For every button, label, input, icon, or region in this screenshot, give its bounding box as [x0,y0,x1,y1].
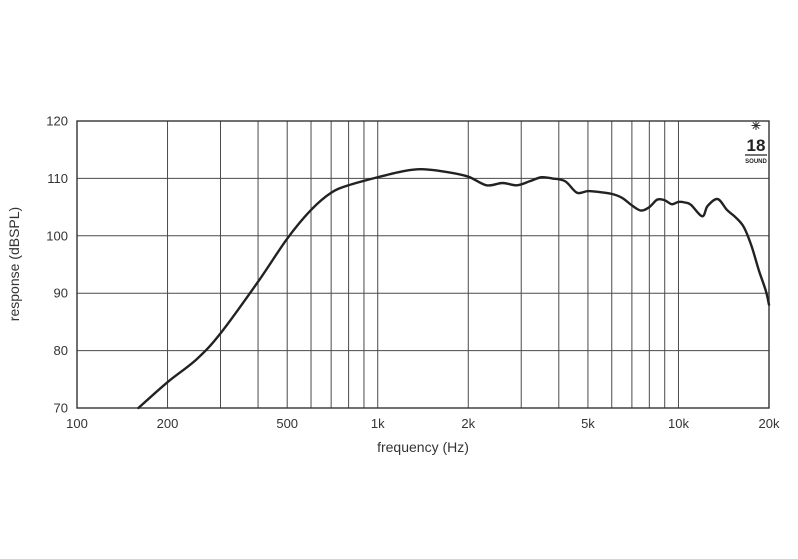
x-tick-label: 5k [581,416,595,431]
y-tick-labels: 70 80 90 100 110 120 [46,114,68,416]
x-tick-label: 10k [668,416,689,431]
y-tick-label: 120 [46,114,68,129]
logo-number: 18 [747,136,766,155]
plot-frame [76,120,770,409]
y-tick-label: 100 [46,228,68,243]
y-tick-label: 80 [54,343,68,358]
y-tick-label: 90 [54,286,68,301]
x-tick-label: 2k [461,416,475,431]
series-group [137,168,771,410]
x-tick-label: 200 [157,416,179,431]
x-tick-label: 20k [759,416,780,431]
x-axis-label: frequency (Hz) [377,439,469,455]
y-tick-label: 110 [47,171,68,186]
x-tick-label: 100 [66,416,88,431]
x-tick-label: 1k [371,416,385,431]
response-curve [137,168,771,410]
logo-star-icon [751,121,761,130]
y-tick-label: 70 [54,401,68,416]
brand-logo: 18 SOUND [745,121,767,165]
y-axis-label: response (dBSPL) [6,207,22,321]
x-tick-labels: 100 200 500 1k 2k 5k 10k 20k [66,416,780,431]
logo-word: SOUND [745,159,767,165]
x-tick-label: 500 [276,416,298,431]
grid-lines [77,121,769,408]
